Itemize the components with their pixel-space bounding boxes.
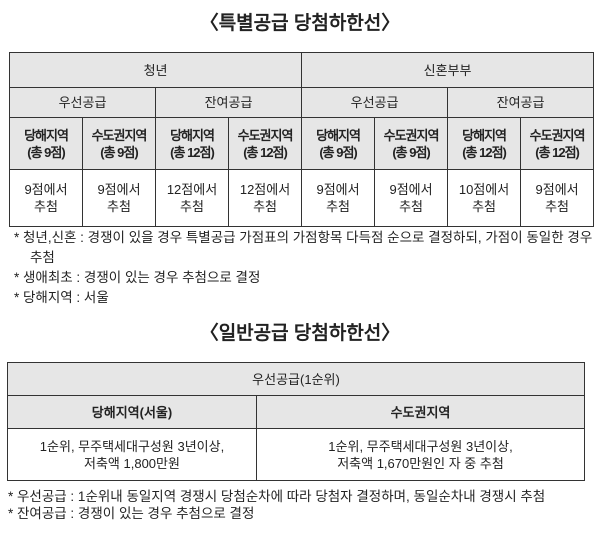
special-supply-title: 〈특별공급 당첨하한선〉	[199, 13, 401, 34]
special-notes: * 청년,신혼 : 경쟁이 있을 경우 특별공급 가점표의 가점항목 다득점 순…	[14, 228, 600, 308]
value-cell: 9점에서 추첨	[301, 169, 376, 227]
note: * 생애최초 : 경쟁이 있는 경우 추첨으로 결정	[14, 270, 261, 285]
note: * 우선공급 : 1순위내 동일지역 경쟁시 당첨순차에 따라 당첨자 결정하며…	[8, 489, 546, 504]
note: * 청년,신혼 : 경쟁이 있을 경우 특별공급 가점표의 가점항목 다득점 순…	[14, 230, 593, 265]
region-header: 수도권지역 (총 12점)	[520, 117, 595, 170]
group-header: 신혼부부	[301, 52, 595, 88]
region-header: 당해지역 (총 12점)	[447, 117, 522, 170]
supply-type-header: 잔여공급	[447, 87, 595, 118]
region-header: 당해지역 (총 9점)	[301, 117, 376, 170]
value-cell: 12점에서 추첨	[155, 169, 229, 227]
note: * 잔여공급 : 경쟁이 있는 경우 추첨으로 결정	[8, 506, 255, 521]
value-cell: 10점에서 추첨	[447, 169, 522, 227]
special-supply-table: 청년 신혼부부 우선공급 잔여공급 우선공급 잔여공급 당해지역 (총 9점) 수도권지역(…	[8, 52, 595, 227]
supply-type-header: 우선공급	[301, 87, 449, 118]
region-header: 당해지역 (총 9점)	[9, 117, 83, 170]
supply-type-header: 우선공급	[9, 87, 156, 118]
value-cell: 1순위, 무주택세대구성원 3년이상, 저축액 1,800만원	[7, 428, 257, 481]
supply-type-header: 잔여공급	[154, 87, 303, 118]
general-supply-table: 우선공급(1순위) 당해지역(서울) 수도권지역 1순위, 무주택세대구성원 3년…	[7, 362, 585, 481]
region-header: 수도권지역	[256, 395, 585, 429]
region-header: 수도권지역 (총 9점)	[374, 117, 449, 170]
region-header: 당해지역 (총 12점)	[155, 117, 229, 170]
general-notes: * 우선공급 : 1순위내 동일지역 경쟁시 당첨순차에 따라 당첨자 결정하며…	[8, 488, 594, 522]
value-cell: 9점에서 추첨	[374, 169, 449, 227]
general-supply-title: 〈일반공급 당첨하한선〉	[199, 323, 401, 344]
value-cell: 9점에서 추첨	[9, 169, 83, 227]
value-cell: 9점에서 추첨	[82, 169, 156, 227]
region-header: 수도권지역 (총 9점)	[82, 117, 156, 170]
note: * 당해지역 : 서울	[14, 290, 109, 305]
group-header: 청년	[8, 52, 303, 88]
region-header: 당해지역(서울)	[7, 395, 257, 429]
value-cell: 1순위, 무주택세대구성원 3년이상, 저축액 1,670만원인 자 중 추첨	[256, 428, 585, 481]
value-cell: 9점에서 추첨	[520, 169, 595, 227]
region-header: 수도권지역 (총 12점)	[227, 117, 303, 170]
priority-header: 우선공급(1순위)	[7, 362, 585, 396]
value-cell: 12점에서 추첨	[227, 169, 303, 227]
